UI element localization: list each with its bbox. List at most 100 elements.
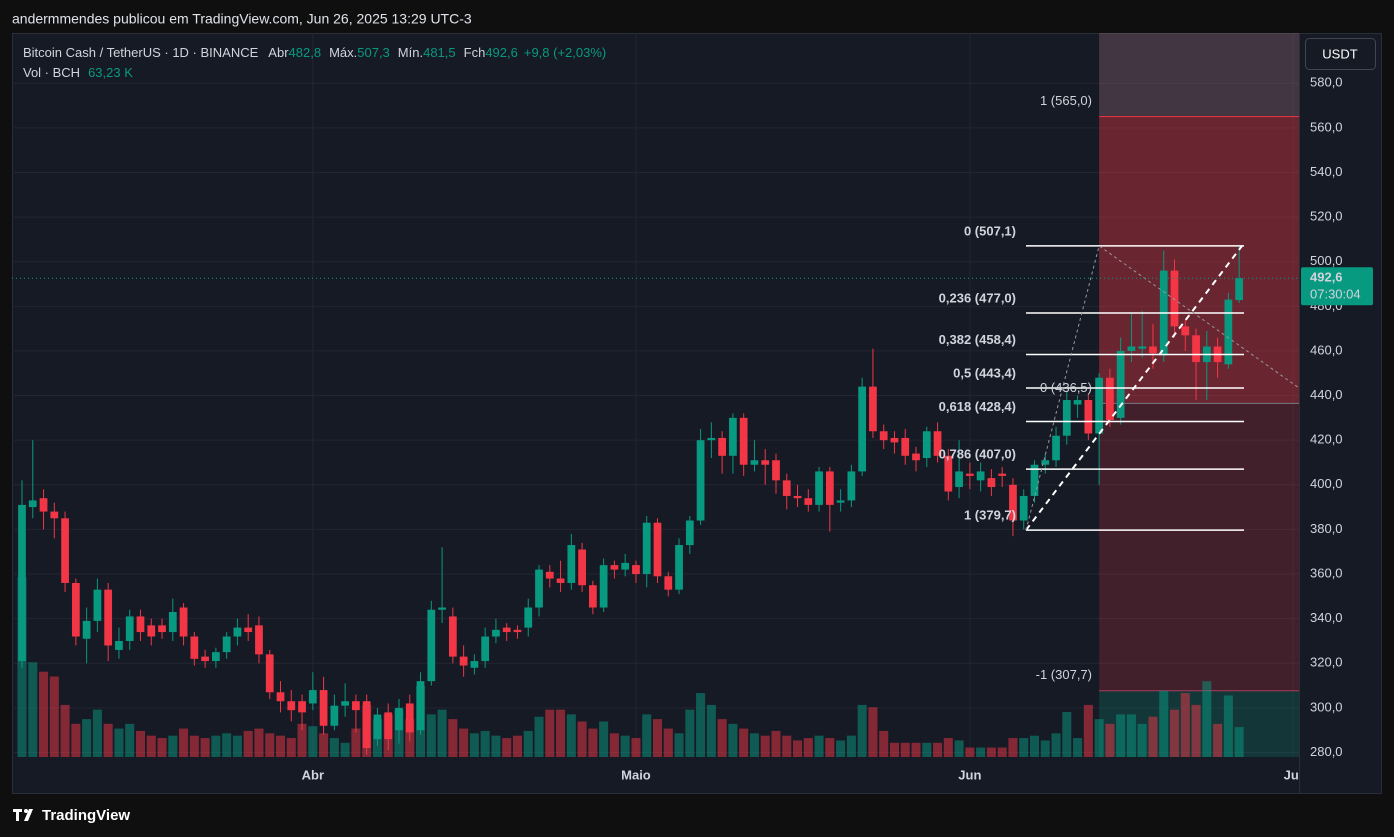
currency-label[interactable]: USDT (1322, 46, 1357, 61)
candle-body (115, 640, 123, 650)
volume-bar (340, 742, 350, 757)
volume-bar (71, 723, 81, 757)
candle-body (578, 549, 586, 586)
y-tick-label: 320,0 (1310, 655, 1343, 670)
volume-bar (39, 671, 49, 757)
x-tick-label: Jul (1284, 767, 1303, 782)
x-tick-label: Maio (621, 767, 651, 782)
stop-zone (1099, 403, 1299, 691)
volume-bar (1073, 738, 1083, 757)
volume-bar (749, 733, 759, 757)
volume-bar (125, 723, 135, 757)
y-tick-label: 540,0 (1310, 164, 1343, 179)
volume-bar (1083, 704, 1093, 757)
volume-bar (696, 693, 706, 757)
volume-bar (1202, 681, 1212, 757)
candle-body (556, 578, 565, 583)
swing-path (1025, 245, 1299, 531)
candle-body (255, 625, 263, 655)
volume-bar (1234, 727, 1244, 757)
volume-bar (588, 728, 598, 757)
countdown: 07:30:04 (1310, 287, 1361, 302)
candle-body (384, 712, 393, 740)
volume-bar (275, 735, 286, 757)
volume-bar (351, 728, 361, 757)
volume-bar (566, 714, 576, 757)
candle-body (912, 453, 920, 461)
x-tick-label: Jun (958, 767, 981, 782)
volume-bar (803, 738, 813, 757)
candle-body (179, 607, 188, 637)
volume-bar (663, 728, 673, 757)
x-tick-label: Abr (302, 767, 324, 782)
volume-bar (1029, 735, 1040, 757)
candle-body (1127, 346, 1136, 351)
candle-body (782, 480, 791, 496)
currency-button[interactable] (1305, 38, 1376, 70)
volume-bar (545, 709, 555, 757)
volume-bar (685, 709, 695, 757)
candle-body (588, 585, 597, 608)
candle-body (653, 522, 662, 577)
volume-bar (426, 714, 436, 757)
candle-body (664, 576, 673, 590)
chart-panel (12, 33, 1382, 794)
volume-bar (922, 742, 932, 757)
volume-bar (254, 728, 264, 757)
volume-bar (157, 738, 167, 757)
candle-body (1095, 377, 1103, 434)
candle-body (212, 652, 220, 662)
candle-body (1138, 346, 1147, 349)
volume-bar (599, 721, 609, 757)
volume-bar (1213, 723, 1223, 757)
volume-bar (1062, 712, 1072, 757)
candle-body (804, 498, 813, 505)
candle-body (1030, 464, 1039, 496)
candle-body (869, 386, 877, 432)
candle-body (955, 471, 963, 488)
candle-body (739, 417, 748, 465)
volume-bar (1180, 693, 1190, 757)
candle-body (39, 498, 48, 512)
volume-bar (437, 709, 447, 757)
volume-bar (168, 735, 178, 757)
fib-label: 0,382 (458,4) (939, 332, 1016, 347)
candle-body (1106, 377, 1114, 421)
volume-bar (1223, 695, 1233, 757)
volume-bar (135, 730, 146, 757)
candle-body (599, 565, 608, 608)
candle-body (298, 701, 306, 713)
volume-bar (1040, 740, 1050, 757)
volume-bar (997, 747, 1007, 757)
candle-body (696, 440, 705, 521)
candle-body (276, 692, 285, 702)
volume-bar (1019, 738, 1029, 757)
volume-bar (620, 735, 630, 757)
candle-body (998, 473, 1007, 476)
y-tick-label: 500,0 (1310, 253, 1343, 268)
volume-layer (17, 577, 1244, 757)
candle-body (729, 417, 737, 456)
candle-body (890, 437, 899, 443)
volume-bar (976, 747, 986, 757)
candle-body (265, 654, 274, 693)
volume-bar (782, 735, 792, 757)
ohlc-value: 481,5 (423, 45, 456, 60)
volume-bar (836, 740, 846, 757)
candle-body (61, 518, 69, 583)
volume-bar (308, 726, 318, 757)
candle-body (481, 636, 490, 662)
candle-body (976, 471, 985, 481)
stop-label: -1 (307,7) (1036, 667, 1092, 682)
candle-body (470, 661, 479, 668)
volume-bar (179, 728, 189, 757)
volume-bar (243, 730, 253, 757)
volume-bar (760, 735, 770, 757)
last-price-box (1301, 267, 1373, 306)
volume-bar (1105, 723, 1115, 757)
fib-label: 0,786 (407,0) (939, 447, 1016, 462)
candle-body (1052, 435, 1060, 461)
volume-bar (265, 733, 275, 757)
ohlc-label: Máx. (329, 45, 357, 60)
volume-value: 63,23 K (88, 65, 133, 80)
